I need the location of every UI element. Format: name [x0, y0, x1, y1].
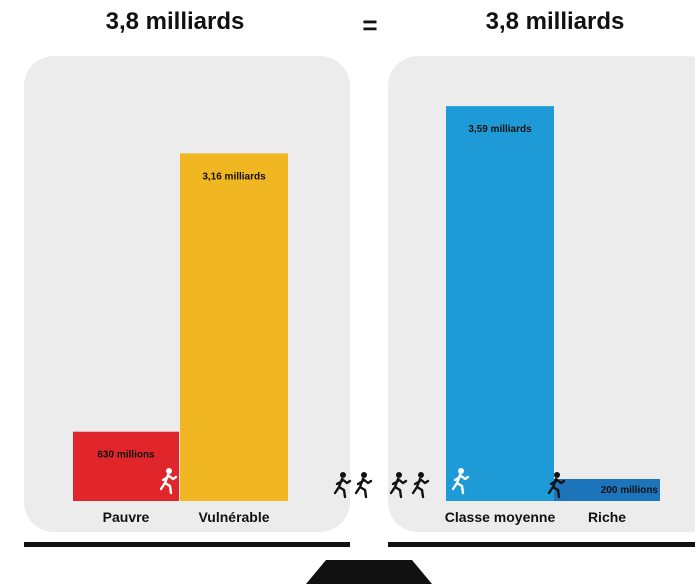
running-person-icon — [333, 472, 352, 499]
category-label-classe-moyenne: Classe moyenne — [445, 509, 556, 525]
right-total-label: 3,8 milliards — [485, 8, 625, 35]
equals-sign: = — [362, 10, 378, 40]
left-total-label: 3,8 milliards — [105, 8, 245, 35]
running-person-icon — [411, 472, 430, 499]
walking-person-icon — [159, 468, 178, 495]
category-label-pauvre: Pauvre — [103, 509, 150, 525]
data-label-riche: 200 millions — [601, 485, 659, 496]
category-label-riche: Riche — [588, 509, 626, 525]
walking-person-icon — [547, 472, 566, 499]
left-scale-shelf — [24, 542, 350, 547]
bar-pauvre — [73, 431, 179, 501]
scale-fulcrum — [306, 560, 432, 584]
category-label-vulnerable: Vulnérable — [198, 509, 269, 525]
bar-riche — [554, 479, 660, 501]
data-label-vulnerable: 3,16 milliards — [202, 171, 266, 182]
data-label-classe-moyenne: 3,59 milliards — [468, 124, 532, 135]
data-label-pauvre: 630 millions — [97, 450, 155, 461]
running-person-icon — [389, 472, 408, 499]
running-person-icon — [354, 472, 373, 499]
bar-classe-moyenne — [446, 106, 554, 501]
walking-person-icon — [451, 468, 470, 495]
bar-vulnerable — [180, 153, 288, 501]
right-scale-shelf — [388, 542, 695, 547]
